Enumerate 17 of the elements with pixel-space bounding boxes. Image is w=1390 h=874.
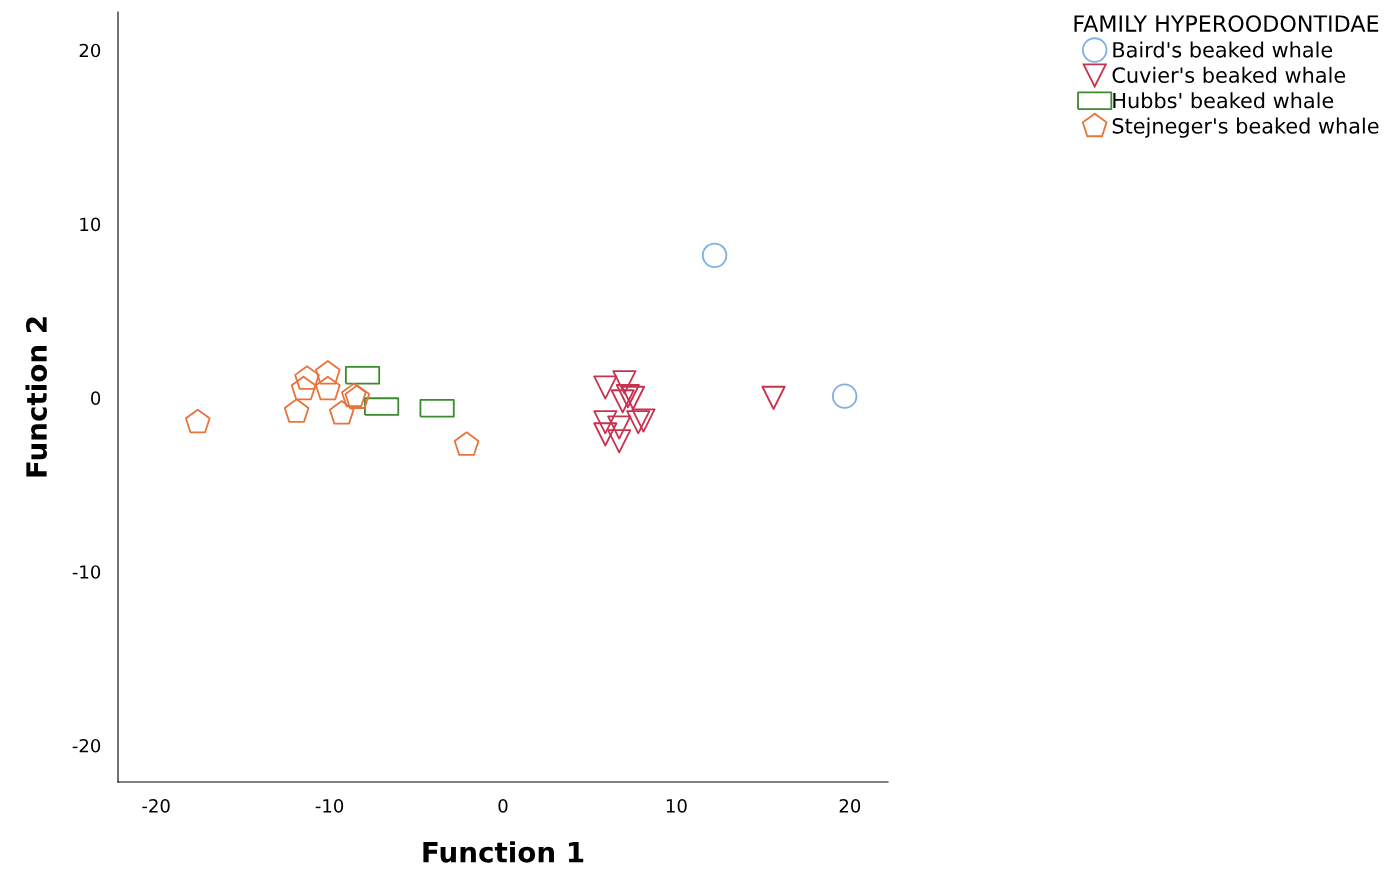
y-tick-label: 10 bbox=[80, 217, 101, 232]
legend-label: Stejneger's beaked whale bbox=[1112, 117, 1379, 138]
x-tick-label: 10 bbox=[666, 798, 687, 813]
x-tick-label: -10 bbox=[315, 798, 344, 813]
y-tick-label: 0 bbox=[91, 391, 101, 405]
legend-label: Cuvier's beaked whale bbox=[1112, 66, 1346, 83]
y-tick-label: -20 bbox=[72, 738, 101, 753]
y-tick-label: 20 bbox=[79, 43, 101, 58]
legend-label: Hubbs' beaked whale bbox=[1113, 92, 1334, 109]
y-tick-label: -10 bbox=[72, 565, 101, 579]
x-tick-label: 20 bbox=[839, 798, 861, 813]
legend-label: Baird's beaked whale bbox=[1113, 41, 1333, 58]
x-axis-title: Function 1 bbox=[423, 841, 584, 863]
x-tick-label: -20 bbox=[142, 798, 170, 813]
legend-title: FAMILY HYPEROODONTIDAE bbox=[1074, 15, 1379, 32]
y-axis-title: Function 2 bbox=[25, 317, 48, 477]
x-tick-label: 0 bbox=[498, 798, 508, 813]
